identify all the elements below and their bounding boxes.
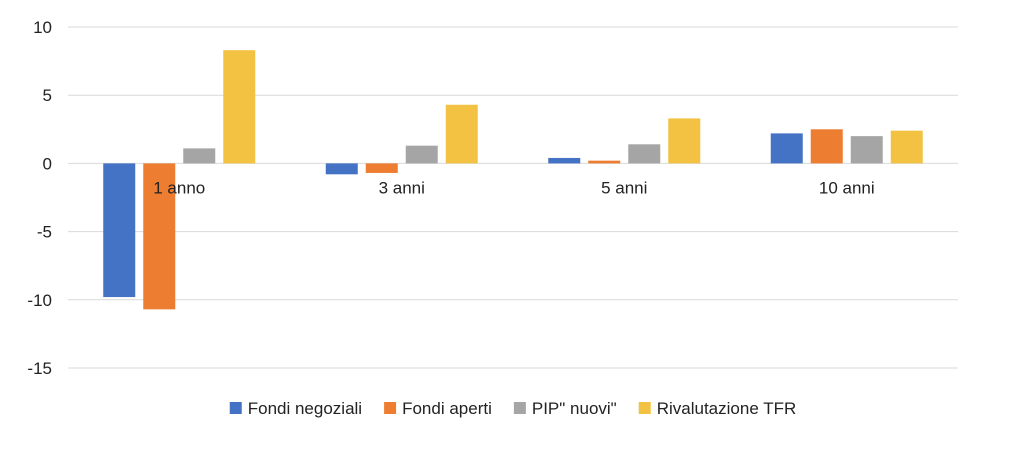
bar xyxy=(103,163,136,298)
y-tick-label: 10 xyxy=(33,18,52,37)
gridlines xyxy=(68,26,958,369)
legend-swatch xyxy=(229,402,242,414)
category-label: 3 anni xyxy=(379,178,425,197)
legend-label: Fondi aperti xyxy=(402,399,492,418)
y-axis-tick-labels: 10 5 0 -5 -10 -15 xyxy=(27,18,52,378)
legend-label: Rivalutazione TFR xyxy=(657,399,797,418)
bar xyxy=(890,130,923,164)
legend-swatch xyxy=(638,402,651,414)
bar xyxy=(668,118,701,164)
bar xyxy=(445,104,478,164)
bar xyxy=(548,157,581,164)
category-label: 10 anni xyxy=(819,178,875,197)
category-label: 5 anni xyxy=(601,178,647,197)
bar xyxy=(365,163,398,173)
bar xyxy=(810,129,843,164)
y-tick-label: -10 xyxy=(27,291,52,310)
y-tick-label: -5 xyxy=(37,223,52,242)
legend-label: Fondi negoziali xyxy=(248,399,362,418)
y-tick-label: 5 xyxy=(43,86,52,105)
y-tick-label: 0 xyxy=(43,154,52,173)
bar xyxy=(770,133,803,164)
bar xyxy=(183,148,216,164)
bar xyxy=(405,145,438,164)
legend-swatch xyxy=(384,402,397,414)
category-labels: 1 anno 3 anni 5 anni 10 anni xyxy=(153,178,874,197)
bars xyxy=(103,50,923,310)
bar xyxy=(325,163,358,175)
category-label: 1 anno xyxy=(153,178,205,197)
y-tick-label: -15 xyxy=(27,359,52,378)
bar xyxy=(850,136,883,164)
legend-swatch xyxy=(513,402,526,414)
bar xyxy=(628,144,661,164)
legend-label: PIP" nuovi" xyxy=(532,399,617,418)
bar xyxy=(223,50,256,164)
bar xyxy=(588,160,621,164)
bar xyxy=(143,163,176,310)
legend: Fondi negoziali Fondi aperti PIP" nuovi" Ri… xyxy=(229,399,797,418)
